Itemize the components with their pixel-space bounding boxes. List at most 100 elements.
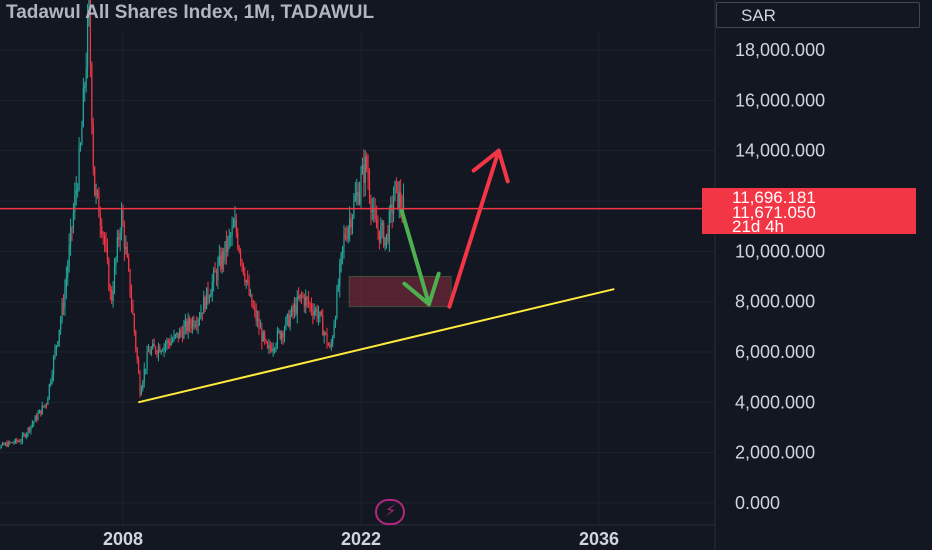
candle-body [370, 198, 372, 213]
candle-body [319, 311, 321, 315]
candle-body [187, 318, 189, 332]
candle-body [7, 441, 9, 447]
candle-body [125, 247, 127, 249]
candle-body [149, 351, 151, 354]
candle-body [26, 433, 28, 437]
candle-body [77, 189, 79, 191]
candle-body [255, 309, 257, 321]
candle-body [400, 192, 402, 207]
candle-body [34, 416, 36, 422]
candle-body [116, 237, 118, 259]
candle-body [350, 219, 352, 228]
lightning-bolt-icon[interactable]: ⚡ [375, 499, 405, 525]
candle-body [35, 416, 38, 420]
candle-body [156, 352, 158, 354]
candle-body [200, 312, 202, 319]
candle-body [239, 251, 242, 261]
candle-body [356, 191, 358, 197]
candle-body [275, 345, 277, 349]
candle-body [75, 190, 77, 195]
candle-body [24, 434, 26, 437]
candle-body [387, 234, 389, 242]
candle-body [363, 164, 365, 183]
candle-body [323, 332, 325, 336]
candle-body [251, 294, 253, 307]
candle-body [167, 340, 169, 343]
y-axis: 0.000 2,000.000 4,000.000 6,000.000 8,000.00… [735, 40, 825, 513]
candle-body [69, 227, 72, 245]
candle-body [129, 269, 131, 295]
candle-body [51, 374, 53, 382]
candle-body [341, 246, 344, 254]
candle-body [43, 405, 45, 407]
candle-body [128, 257, 130, 270]
candle-body [261, 327, 263, 342]
candle-body [211, 281, 213, 295]
candle-body [207, 287, 209, 299]
candle-body [334, 317, 337, 326]
candle-body [101, 225, 103, 235]
candle-body [119, 232, 121, 240]
candle-body [329, 345, 331, 347]
candle-body [86, 18, 89, 70]
candle-body [164, 344, 167, 346]
candle-body [256, 318, 259, 321]
candle-body [89, 0, 92, 65]
candle-body [85, 69, 87, 86]
candle-body [224, 241, 226, 261]
candle-body [326, 332, 328, 345]
candle-body [133, 314, 135, 332]
candle-body [191, 319, 194, 328]
candle-body [153, 343, 155, 347]
candle-body [20, 441, 22, 443]
candle-body [205, 287, 208, 310]
candle-body [269, 345, 271, 349]
candle-body [71, 227, 73, 229]
candle-body [366, 156, 368, 169]
candle-body [349, 219, 351, 228]
candle-body [241, 260, 243, 264]
candle-body [235, 219, 237, 233]
candle-body [298, 296, 300, 299]
candle-body [142, 381, 144, 389]
y-tick-label: 6,000.000 [735, 342, 815, 362]
candle-body [170, 341, 172, 346]
candle-body [374, 208, 376, 220]
candle-body [154, 346, 157, 353]
candle-body [271, 348, 273, 352]
candle-body [78, 148, 80, 190]
candle-body [344, 234, 347, 238]
candle-body [92, 124, 94, 167]
candle-body [336, 289, 338, 318]
candle-body [302, 295, 304, 297]
candle-body [17, 441, 19, 443]
x-tick-label: 2008 [103, 529, 143, 549]
candle-body [109, 289, 111, 291]
candle-body [190, 325, 192, 328]
candle-body [44, 404, 46, 407]
candle-body [33, 421, 35, 424]
candle-body [381, 223, 383, 227]
candle-body [377, 228, 379, 231]
candle-body [65, 277, 67, 290]
currency-selector[interactable]: SAR [716, 2, 920, 28]
candle-body [118, 237, 120, 240]
candle-body [237, 232, 239, 248]
candle-body [360, 173, 362, 193]
candle-body [354, 196, 356, 201]
last-price-label: 11,671.050 [732, 203, 816, 222]
candle-body [171, 340, 174, 342]
candle-body [145, 368, 147, 370]
candle-body [54, 349, 56, 358]
candle-body [197, 319, 199, 326]
candle-body [285, 318, 287, 330]
candle-body [367, 168, 369, 181]
candle-body [231, 227, 233, 236]
candle-body [289, 315, 291, 327]
candle-body [262, 332, 264, 342]
candle-body [166, 340, 168, 345]
candle-body [303, 296, 305, 307]
candle-body [358, 192, 361, 204]
candle-body [394, 181, 396, 201]
